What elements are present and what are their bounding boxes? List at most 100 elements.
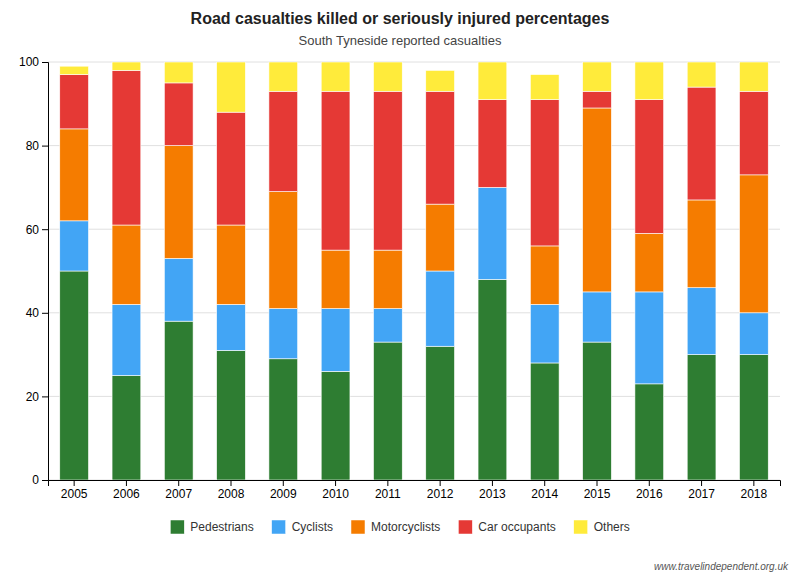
legend-label: Car occupants (478, 520, 555, 534)
bar (112, 62, 141, 70)
legend-swatch (272, 520, 286, 534)
tick: 0 (32, 473, 48, 487)
tick: 2017 (688, 480, 715, 501)
tick: 100 (19, 55, 48, 69)
bar (269, 91, 298, 191)
axis-line (42, 63, 49, 481)
bar (739, 175, 768, 313)
bar (217, 112, 246, 225)
chart-container: Road casualties killed or seriously inju… (0, 0, 800, 580)
tick-mark (649, 480, 650, 486)
bar (321, 250, 350, 309)
grid (48, 62, 780, 480)
bar (478, 62, 507, 100)
tick-mark (597, 480, 598, 486)
bar (426, 91, 455, 204)
tick-mark (231, 480, 232, 486)
tick-mark (283, 480, 284, 486)
x-axis: 2005200620072008200920102011201220132014… (49, 480, 781, 501)
chart: Road casualties killed or seriously inju… (0, 0, 800, 580)
bar (530, 75, 559, 100)
bar (478, 279, 507, 480)
bar (164, 83, 193, 146)
bar (60, 271, 89, 480)
tick-mark (42, 313, 48, 314)
bar (164, 321, 193, 480)
tick-label: 40 (26, 306, 40, 320)
bar (373, 62, 402, 91)
bar (60, 75, 89, 129)
bar (269, 192, 298, 309)
tick-mark (42, 146, 48, 147)
legend-item: Cyclists (272, 520, 333, 534)
bar (739, 91, 768, 175)
y-axis: 020406080100 (19, 55, 49, 487)
bar (164, 146, 193, 259)
bar (583, 108, 612, 292)
bar (112, 376, 141, 481)
bar (583, 292, 612, 342)
bar (478, 100, 507, 188)
bar (321, 91, 350, 250)
tick-mark (544, 480, 545, 486)
bar (373, 91, 402, 250)
bar (373, 309, 402, 342)
bar (739, 355, 768, 480)
tick-label: 2005 (61, 487, 88, 501)
tick-mark (42, 480, 48, 481)
tick-label: 2018 (741, 487, 768, 501)
bar (426, 271, 455, 346)
annotation: www.travelindependent.org.uk (654, 561, 789, 572)
tick: 2013 (479, 480, 506, 501)
legend-swatch (351, 520, 365, 534)
bar (60, 221, 89, 271)
bar (217, 225, 246, 304)
grid-line (48, 229, 780, 230)
tick: 2009 (270, 480, 297, 501)
tick-mark (74, 480, 75, 486)
legend-label: Motorcyclists (371, 520, 440, 534)
legend: Pedestrians Cyclists Motorcyclists Car occu… (170, 520, 629, 534)
bar (217, 62, 246, 112)
bar (321, 371, 350, 480)
tick: 60 (26, 223, 48, 237)
bar (530, 304, 559, 363)
bar (217, 304, 246, 350)
legend-item: Motorcyclists (351, 520, 440, 534)
tick-label: 2017 (688, 487, 715, 501)
bar (687, 200, 716, 288)
tick-mark (701, 480, 702, 486)
subtitle: South Tyneside reported casualties (299, 33, 502, 48)
plot-area: 2005200620072008200920102011201220132014… (19, 55, 781, 500)
bar (583, 91, 612, 108)
bar (583, 62, 612, 91)
bar (60, 66, 89, 74)
bar (269, 62, 298, 91)
tick: 2015 (584, 480, 611, 501)
legend-label: Others (594, 520, 630, 534)
tick-mark (178, 480, 179, 486)
legend-label: Cyclists (292, 520, 333, 534)
title: Road casualties killed or seriously inju… (191, 10, 610, 27)
tick-mark (335, 480, 336, 486)
bar (373, 342, 402, 480)
bar (217, 350, 246, 480)
bar (530, 363, 559, 480)
tick-label: 2013 (479, 487, 506, 501)
bar (321, 62, 350, 91)
bar (112, 70, 141, 225)
tick: 2010 (322, 480, 349, 501)
tick-label: 2015 (584, 487, 611, 501)
bar (60, 129, 89, 221)
tick-label: 2014 (531, 487, 558, 501)
legend-swatch (574, 520, 588, 534)
tick: 2007 (165, 480, 192, 501)
tick-mark (42, 62, 48, 63)
legend-label: Pedestrians (190, 520, 253, 534)
bar (583, 342, 612, 480)
tick-mark (440, 480, 441, 486)
grid-line (48, 62, 780, 63)
bar (635, 100, 664, 234)
bar (269, 359, 298, 480)
bar (687, 355, 716, 480)
